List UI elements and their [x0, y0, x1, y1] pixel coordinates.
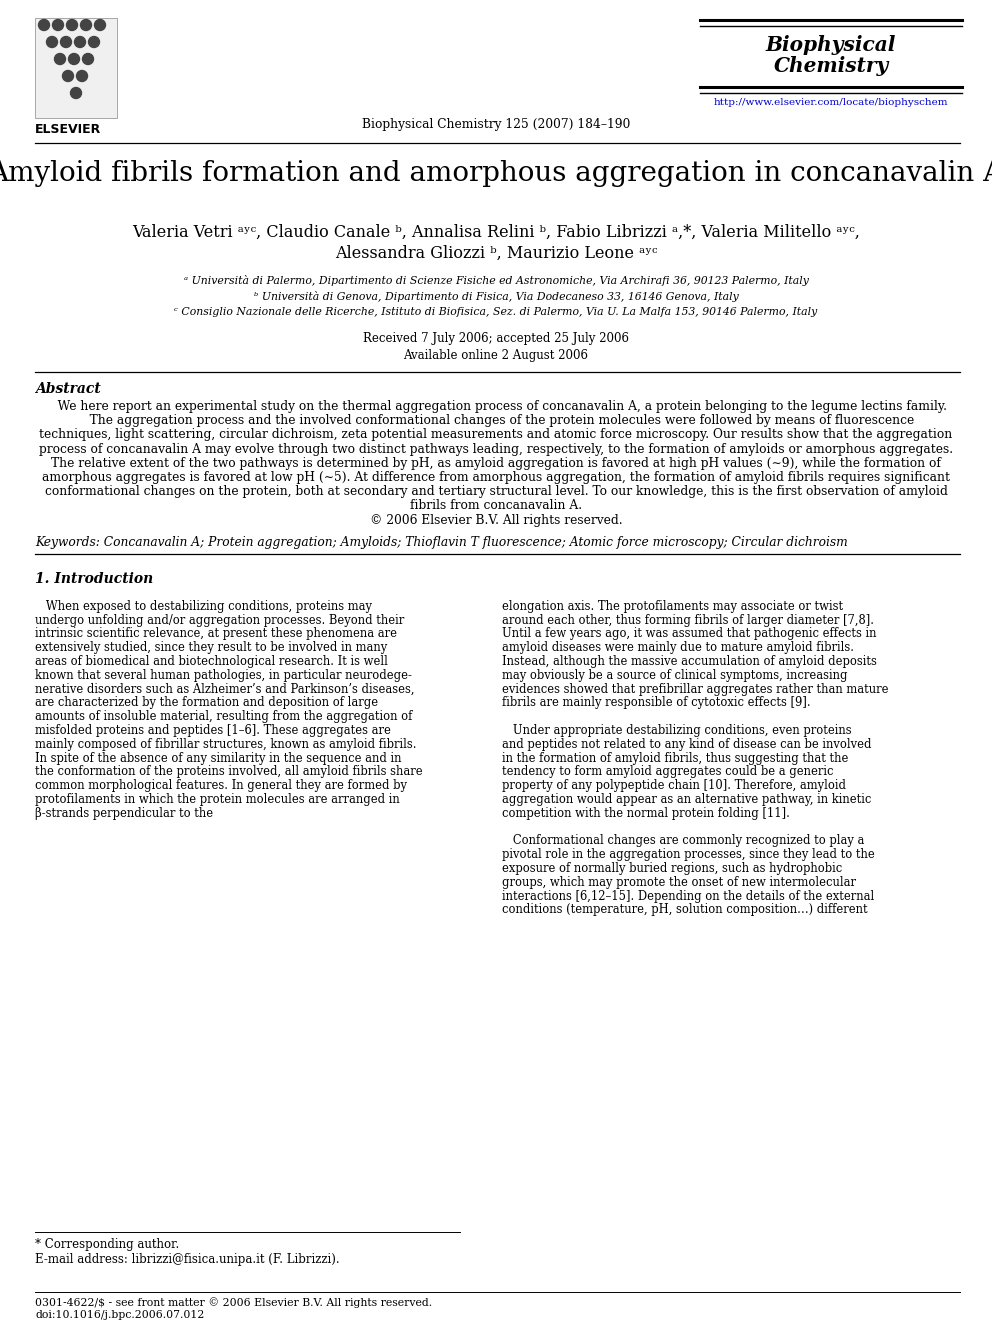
Text: Amyloid fibrils formation and amorphous aggregation in concanavalin A: Amyloid fibrils formation and amorphous … [0, 160, 992, 187]
Text: ᵇ Università di Genova, Dipartimento di Fisica, Via Dodecaneso 33, 16146 Genova,: ᵇ Università di Genova, Dipartimento di … [254, 291, 738, 302]
Text: conditions (temperature, pH, solution composition…) different: conditions (temperature, pH, solution co… [502, 904, 868, 917]
Ellipse shape [39, 20, 50, 30]
Text: areas of biomedical and biotechnological research. It is well: areas of biomedical and biotechnological… [35, 655, 388, 668]
Text: groups, which may promote the onset of new intermolecular: groups, which may promote the onset of n… [502, 876, 856, 889]
Text: * Corresponding author.: * Corresponding author. [35, 1238, 180, 1252]
Text: interactions [6,12–15]. Depending on the details of the external: interactions [6,12–15]. Depending on the… [502, 889, 874, 902]
Text: common morphological features. In general they are formed by: common morphological features. In genera… [35, 779, 407, 792]
Text: Under appropriate destabilizing conditions, even proteins: Under appropriate destabilizing conditio… [502, 724, 851, 737]
Ellipse shape [62, 70, 73, 82]
Text: Keywords: Concanavalin A; Protein aggregation; Amyloids; Thioflavin T fluorescen: Keywords: Concanavalin A; Protein aggreg… [35, 536, 848, 549]
Ellipse shape [61, 37, 71, 48]
Text: Received 7 July 2006; accepted 25 July 2006: Received 7 July 2006; accepted 25 July 2… [363, 332, 629, 345]
Text: ELSEVIER: ELSEVIER [35, 123, 101, 136]
Text: may obviously be a source of clinical symptoms, increasing: may obviously be a source of clinical sy… [502, 669, 847, 681]
Text: tendency to form amyloid aggregates could be a generic: tendency to form amyloid aggregates coul… [502, 766, 833, 778]
Text: process of concanavalin A may evolve through two distinct pathways leading, resp: process of concanavalin A may evolve thr… [39, 443, 953, 455]
Text: elongation axis. The protofilaments may associate or twist: elongation axis. The protofilaments may … [502, 599, 843, 613]
Text: http://www.elsevier.com/locate/biophyschem: http://www.elsevier.com/locate/biophysch… [714, 98, 948, 107]
Text: protofilaments in which the protein molecules are arranged in: protofilaments in which the protein mole… [35, 792, 400, 806]
Text: nerative disorders such as Alzheimer’s and Parkinson’s diseases,: nerative disorders such as Alzheimer’s a… [35, 683, 415, 696]
Text: © 2006 Elsevier B.V. All rights reserved.: © 2006 Elsevier B.V. All rights reserved… [370, 513, 622, 527]
Text: 0301-4622/$ - see front matter © 2006 Elsevier B.V. All rights reserved.: 0301-4622/$ - see front matter © 2006 El… [35, 1297, 433, 1307]
Ellipse shape [70, 87, 81, 98]
Text: Conformational changes are commonly recognized to play a: Conformational changes are commonly reco… [502, 835, 864, 848]
Text: Biophysical Chemistry 125 (2007) 184–190: Biophysical Chemistry 125 (2007) 184–190 [362, 118, 630, 131]
Text: doi:10.1016/j.bpc.2006.07.012: doi:10.1016/j.bpc.2006.07.012 [35, 1310, 204, 1320]
Text: property of any polypeptide chain [10]. Therefore, amyloid: property of any polypeptide chain [10]. … [502, 779, 846, 792]
Ellipse shape [74, 37, 85, 48]
Text: known that several human pathologies, in particular neurodege-: known that several human pathologies, in… [35, 669, 412, 681]
Text: techniques, light scattering, circular dichroism, zeta potential measurements an: techniques, light scattering, circular d… [40, 429, 952, 442]
Text: When exposed to destabilizing conditions, proteins may: When exposed to destabilizing conditions… [35, 599, 372, 613]
Text: E-mail address: librizzi@fisica.unipa.it (F. Librizzi).: E-mail address: librizzi@fisica.unipa.it… [35, 1253, 339, 1266]
Text: Chemistry: Chemistry [774, 56, 889, 75]
Text: aggregation would appear as an alternative pathway, in kinetic: aggregation would appear as an alternati… [502, 792, 871, 806]
Text: amounts of insoluble material, resulting from the aggregation of: amounts of insoluble material, resulting… [35, 710, 413, 724]
Text: We here report an experimental study on the thermal aggregation process of conca: We here report an experimental study on … [46, 400, 946, 413]
Text: misfolded proteins and peptides [1–6]. These aggregates are: misfolded proteins and peptides [1–6]. T… [35, 724, 391, 737]
Text: mainly composed of fibrillar structures, known as amyloid fibrils.: mainly composed of fibrillar structures,… [35, 738, 417, 750]
Ellipse shape [55, 53, 65, 65]
Text: amorphous aggregates is favored at low pH (∼5). At difference from amorphous agg: amorphous aggregates is favored at low p… [42, 471, 950, 484]
Text: Alessandra Gliozzi ᵇ, Maurizio Leone ᵃʸᶜ: Alessandra Gliozzi ᵇ, Maurizio Leone ᵃʸᶜ [334, 245, 658, 262]
Ellipse shape [47, 37, 58, 48]
Ellipse shape [80, 20, 91, 30]
Bar [35, 19, 117, 118]
Text: Abstract: Abstract [35, 382, 101, 396]
Text: and peptides not related to any kind of disease can be involved: and peptides not related to any kind of … [502, 738, 872, 750]
Text: fibrils are mainly responsible of cytotoxic effects [9].: fibrils are mainly responsible of cytoto… [502, 696, 810, 709]
Text: exposure of normally buried regions, such as hydrophobic: exposure of normally buried regions, suc… [502, 863, 842, 875]
Text: In spite of the absence of any similarity in the sequence and in: In spite of the absence of any similarit… [35, 751, 402, 765]
Text: ᵃ Università di Palermo, Dipartimento di Scienze Fisiche ed Astronomiche, Via Ar: ᵃ Università di Palermo, Dipartimento di… [184, 275, 808, 286]
Ellipse shape [76, 70, 87, 82]
Text: amyloid diseases were mainly due to mature amyloid fibrils.: amyloid diseases were mainly due to matu… [502, 642, 854, 654]
Text: β-strands perpendicular to the: β-strands perpendicular to the [35, 807, 213, 820]
Ellipse shape [53, 20, 63, 30]
Text: fibrils from concanavalin A.: fibrils from concanavalin A. [410, 499, 582, 512]
Ellipse shape [68, 53, 79, 65]
Text: evidences showed that prefibrillar aggregates rather than mature: evidences showed that prefibrillar aggre… [502, 683, 889, 696]
Text: the conformation of the proteins involved, all amyloid fibrils share: the conformation of the proteins involve… [35, 766, 423, 778]
Text: Instead, although the massive accumulation of amyloid deposits: Instead, although the massive accumulati… [502, 655, 877, 668]
Text: competition with the normal protein folding [11].: competition with the normal protein fold… [502, 807, 790, 820]
Text: around each other, thus forming fibrils of larger diameter [7,8].: around each other, thus forming fibrils … [502, 614, 874, 627]
Text: undergo unfolding and/or aggregation processes. Beyond their: undergo unfolding and/or aggregation pro… [35, 614, 405, 627]
Text: Until a few years ago, it was assumed that pathogenic effects in: Until a few years ago, it was assumed th… [502, 627, 877, 640]
Text: The relative extent of the two pathways is determined by pH, as amyloid aggregat: The relative extent of the two pathways … [51, 456, 941, 470]
Text: intrinsic scientific relevance, at present these phenomena are: intrinsic scientific relevance, at prese… [35, 627, 397, 640]
Ellipse shape [88, 37, 99, 48]
Text: The aggregation process and the involved conformational changes of the protein m: The aggregation process and the involved… [78, 414, 914, 427]
Text: 1. Introduction: 1. Introduction [35, 572, 153, 586]
Ellipse shape [82, 53, 93, 65]
Text: Available online 2 August 2006: Available online 2 August 2006 [404, 349, 588, 363]
Text: extensively studied, since they result to be involved in many: extensively studied, since they result t… [35, 642, 387, 654]
Text: ᶜ Consiglio Nazionale delle Ricerche, Istituto di Biofisica, Sez. di Palermo, Vi: ᶜ Consiglio Nazionale delle Ricerche, Is… [175, 307, 817, 318]
Text: Biophysical: Biophysical [766, 34, 896, 56]
Ellipse shape [94, 20, 105, 30]
Text: conformational changes on the protein, both at secondary and tertiary structural: conformational changes on the protein, b… [45, 486, 947, 499]
Text: in the formation of amyloid fibrils, thus suggesting that the: in the formation of amyloid fibrils, thu… [502, 751, 848, 765]
Text: pivotal role in the aggregation processes, since they lead to the: pivotal role in the aggregation processe… [502, 848, 875, 861]
Ellipse shape [66, 20, 77, 30]
Text: Valeria Vetri ᵃʸᶜ, Claudio Canale ᵇ, Annalisa Relini ᵇ, Fabio Librizzi ᵃ,*, Vale: Valeria Vetri ᵃʸᶜ, Claudio Canale ᵇ, Ann… [132, 224, 860, 241]
Text: are characterized by the formation and deposition of large: are characterized by the formation and d… [35, 696, 378, 709]
